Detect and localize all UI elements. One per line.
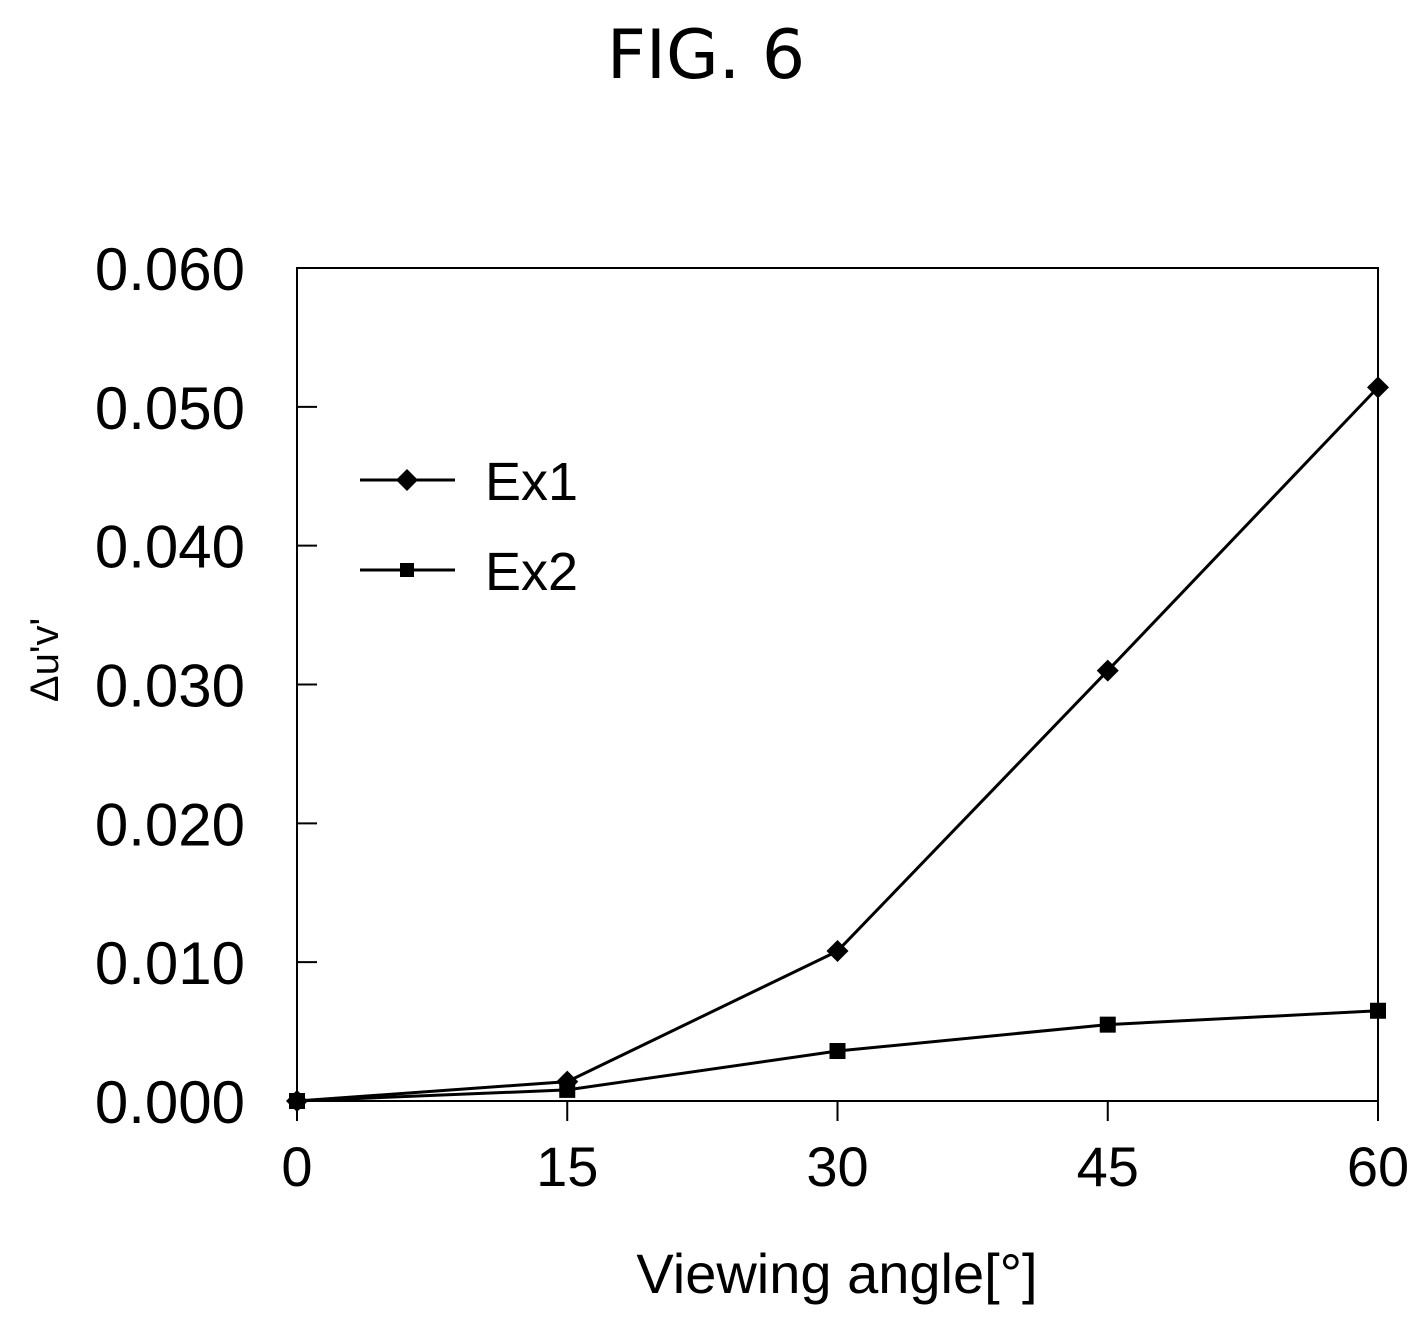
x-tick-label: 60 bbox=[1347, 1135, 1409, 1198]
data-point bbox=[1370, 1002, 1386, 1019]
legend-marker bbox=[400, 563, 414, 577]
figure-title: FIG. 6 bbox=[607, 16, 805, 95]
series-ex1 bbox=[286, 376, 1389, 1112]
series-line bbox=[296, 386, 1380, 1103]
y-axis-label: Δu'v' bbox=[23, 618, 67, 702]
legend-label: Ex2 bbox=[485, 542, 578, 602]
y-tick-label: 0.000 bbox=[95, 1069, 245, 1136]
legend-item-ex2: Ex2 bbox=[360, 542, 578, 602]
plot-frame bbox=[296, 267, 1379, 1102]
y-tick-label: 0.060 bbox=[95, 236, 245, 303]
y-tick-label: 0.010 bbox=[95, 930, 245, 997]
data-point bbox=[1099, 1016, 1116, 1033]
legend: Ex1 Ex2 bbox=[360, 452, 578, 602]
y-axis-ticks: 0.000 0.010 0.020 0.030 0.040 0.050 0.060 bbox=[95, 236, 317, 1136]
data-point bbox=[829, 1043, 846, 1060]
data-point bbox=[826, 940, 849, 963]
y-tick-label: 0.020 bbox=[95, 791, 245, 858]
x-axis-ticks: 0 15 30 45 60 bbox=[281, 1101, 1409, 1198]
series-layer bbox=[286, 376, 1389, 1112]
series-ex2 bbox=[289, 1002, 1386, 1109]
x-tick-label: 0 bbox=[281, 1135, 312, 1198]
legend-item-ex1: Ex1 bbox=[360, 452, 578, 512]
legend-marker bbox=[396, 469, 418, 491]
data-point bbox=[1367, 376, 1389, 399]
x-tick-label: 15 bbox=[536, 1135, 598, 1198]
y-tick-label: 0.030 bbox=[95, 653, 245, 720]
x-tick-label: 45 bbox=[1077, 1135, 1139, 1198]
y-tick-label: 0.040 bbox=[95, 514, 245, 581]
x-axis-label: Viewing angle[°] bbox=[636, 1242, 1037, 1305]
data-point bbox=[289, 1093, 305, 1109]
y-tick-label: 0.050 bbox=[95, 375, 245, 442]
data-point bbox=[1096, 659, 1119, 682]
legend-label: Ex1 bbox=[485, 452, 578, 512]
data-point bbox=[559, 1081, 576, 1098]
x-tick-label: 30 bbox=[806, 1135, 868, 1198]
